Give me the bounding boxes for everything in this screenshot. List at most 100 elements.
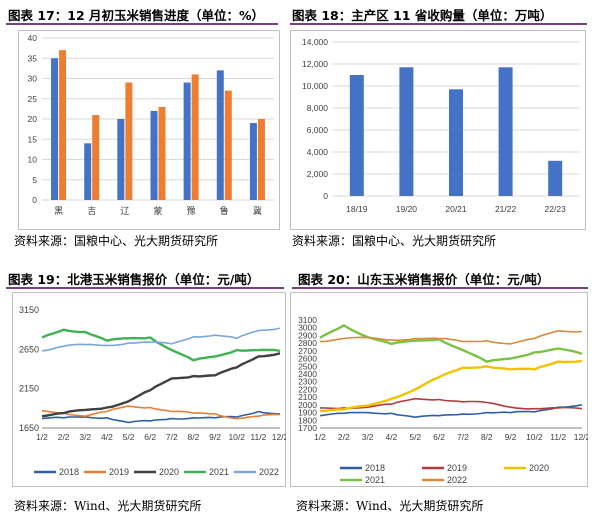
source-note: 资料来源：国粮中心、光大期货研究所 xyxy=(292,234,497,248)
chart-sales-progress: 0 5 10 15 20 25 30 35 40 黑 吉 辽 蒙 豫 鲁 冀 xyxy=(18,30,280,230)
x-tick-label: 19/20 xyxy=(396,204,418,214)
x-tick-label: 6/2 xyxy=(433,432,445,442)
y-tick-label: 1900 xyxy=(298,408,317,418)
y-tick-label: 5 xyxy=(32,175,37,185)
y-tick-label: 2400 xyxy=(298,369,317,379)
bar xyxy=(349,75,364,196)
x-tick-label: 10/2 xyxy=(228,432,245,442)
legend-label: 2021 xyxy=(365,475,385,485)
bar xyxy=(158,106,166,200)
y-tick-label: 2700 xyxy=(298,346,317,356)
x-tick-label: 21/22 xyxy=(495,204,517,214)
y-tick-label: 2300 xyxy=(298,377,317,387)
x-tick-label: 12/2 xyxy=(574,432,588,442)
y-tick-label: 1650 xyxy=(19,423,39,433)
bar xyxy=(125,82,133,200)
x-tick-label: 11/2 xyxy=(250,432,266,442)
y-tick-label: 2200 xyxy=(298,384,317,394)
plot-border xyxy=(290,30,586,230)
bar xyxy=(59,50,67,201)
y-tick-label: 8,000 xyxy=(307,103,329,113)
title-rule xyxy=(6,287,284,289)
series-line xyxy=(41,410,281,424)
x-tick-label: 吉 xyxy=(87,206,96,216)
x-tick-label: 4/2 xyxy=(386,432,398,442)
x-tick-label: 鲁 xyxy=(220,205,229,216)
y-tick-label: 3100 xyxy=(298,315,317,325)
series-line xyxy=(41,352,281,418)
chart-title: 图表 17：12 月初玉米销售进度（单位：%） xyxy=(8,8,265,23)
source-note: 资料来源：Wind、光大期货研究所 xyxy=(14,499,202,513)
y-tick-label: 1800 xyxy=(298,415,317,425)
y-tick-label: 2900 xyxy=(298,330,317,340)
bar xyxy=(216,70,224,201)
y-tick-label: 10 xyxy=(28,155,38,165)
x-tick-label: 7/2 xyxy=(457,432,469,442)
series-line xyxy=(41,328,281,362)
y-tick-label: 0 xyxy=(32,195,37,205)
series-line xyxy=(319,359,583,413)
x-tick-label: 辽 xyxy=(120,206,129,216)
series-line xyxy=(319,324,583,363)
legend-label: 2019 xyxy=(447,463,467,473)
y-tick-label: 2100 xyxy=(298,392,317,402)
y-tick-label: 2500 xyxy=(298,361,317,371)
legend-label: 2018 xyxy=(365,463,385,473)
x-tick-label: 7/2 xyxy=(166,432,178,442)
title-rule xyxy=(6,23,278,25)
plot-border xyxy=(12,292,286,487)
legend-label: 2019 xyxy=(109,467,129,477)
series-line xyxy=(41,327,281,352)
x-tick-label: 5/2 xyxy=(409,432,421,442)
y-tick-label: 3000 xyxy=(298,323,317,333)
x-tick-label: 9/2 xyxy=(505,432,517,442)
plot-border xyxy=(290,292,588,487)
y-tick-label: 12,000 xyxy=(302,59,328,69)
bar xyxy=(51,58,59,200)
bar xyxy=(498,67,513,196)
bar xyxy=(257,119,265,200)
x-tick-label: 蒙 xyxy=(153,205,162,216)
chart-shandong-price: 1700180019002000210022002300240025002600… xyxy=(290,292,588,487)
series-line xyxy=(319,397,583,410)
y-tick-label: 3150 xyxy=(19,305,39,315)
chart-purchase-volume: 0 2,000 4,000 6,000 8,000 10,000 12,000 14,000 1… xyxy=(290,30,586,230)
x-tick-label: 1/2 xyxy=(36,432,48,442)
x-tick-label: 11/2 xyxy=(550,432,566,442)
x-tick-label: 12/2 xyxy=(272,432,286,442)
x-tick-label: 22/23 xyxy=(545,204,567,214)
chart-title: 图表 20：山东玉米销售报价（单位：元/吨） xyxy=(298,272,550,287)
x-tick-label: 3/2 xyxy=(79,432,91,442)
chart-title: 图表 18：主产区 11 省收购量（单位：万吨） xyxy=(292,8,553,23)
legend-label: 2022 xyxy=(447,475,467,485)
y-tick-label: 6,000 xyxy=(307,125,329,135)
y-tick-label: 10,000 xyxy=(302,81,328,91)
bar xyxy=(150,110,158,200)
bar xyxy=(84,143,92,200)
y-tick-label: 2600 xyxy=(298,354,317,364)
x-tick-label: 8/2 xyxy=(481,432,493,442)
x-tick-label: 8/2 xyxy=(188,432,200,442)
y-tick-label: 35 xyxy=(28,53,38,63)
x-tick-label: 20/21 xyxy=(445,204,467,214)
title-rule xyxy=(292,287,588,289)
title-rule xyxy=(290,23,587,25)
bar xyxy=(249,123,257,200)
y-tick-label: 2150 xyxy=(19,384,39,394)
y-tick-label: 0 xyxy=(323,191,328,201)
y-tick-label: 40 xyxy=(28,33,38,43)
y-tick-label: 2800 xyxy=(298,338,317,348)
y-tick-label: 30 xyxy=(28,74,38,84)
legend-label: 2020 xyxy=(529,463,549,473)
y-tick-label: 2,000 xyxy=(307,169,329,179)
x-tick-label: 9/2 xyxy=(209,432,221,442)
legend-label: 2022 xyxy=(259,467,279,477)
x-tick-label: 6/2 xyxy=(144,432,156,442)
bar xyxy=(399,67,414,196)
x-tick-label: 1/2 xyxy=(314,432,326,442)
x-tick-label: 冀 xyxy=(253,205,262,216)
y-tick-label: 4,000 xyxy=(307,147,329,157)
bar xyxy=(548,160,563,196)
y-tick-label: 20 xyxy=(28,114,38,124)
bar xyxy=(183,82,191,200)
